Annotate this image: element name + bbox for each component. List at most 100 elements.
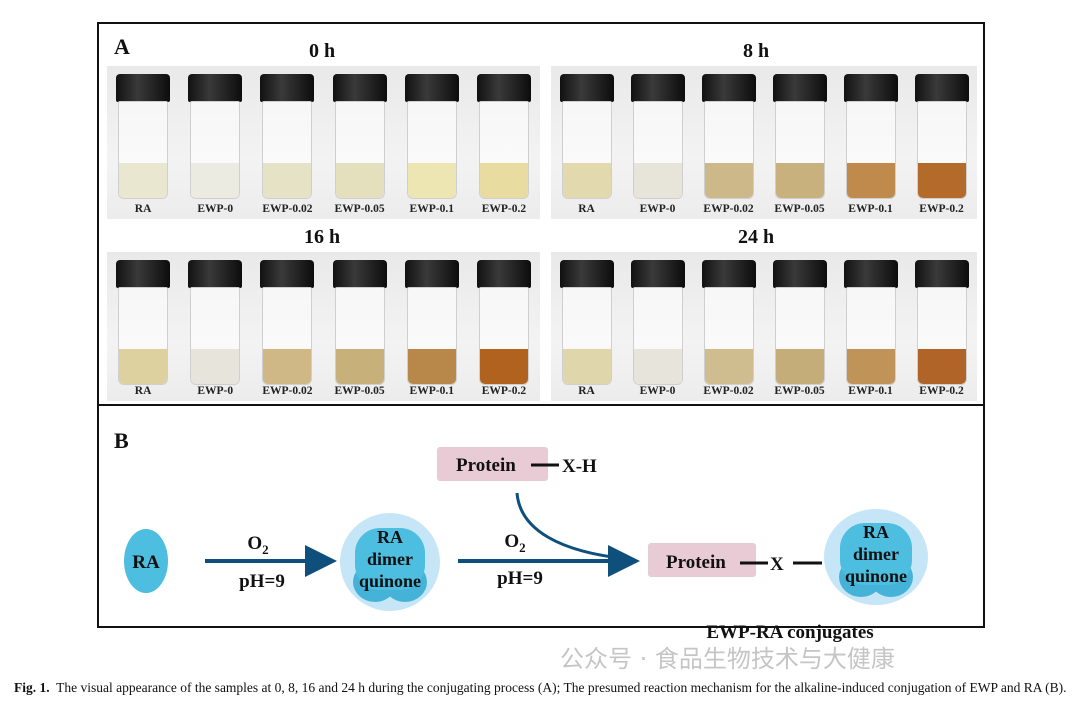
vial-label: EWP-0.1 <box>409 203 454 215</box>
vial-liquid <box>775 163 824 198</box>
dimer-line-3: quinone <box>359 571 421 591</box>
vial-glass <box>190 287 241 385</box>
vial-glass <box>118 101 169 199</box>
photo-8h: RA EWP-0 EWP-0.02 EWP-0.05 EWP-0.1 EWP-0.2 <box>551 66 977 219</box>
vial-liquid <box>479 163 528 198</box>
vial-cap <box>701 260 756 288</box>
vial-label: EWP-0.2 <box>919 385 964 397</box>
product-dimer-molecule <box>840 523 912 585</box>
vial-glass <box>334 287 385 385</box>
vial-glass <box>632 287 683 385</box>
protein-product-label: Protein <box>666 552 726 573</box>
vial-liquid <box>562 163 611 198</box>
vial <box>404 74 459 202</box>
arrow1-ph: pH=9 <box>239 571 285 592</box>
vial <box>559 260 614 388</box>
arrow1-o2: O2 <box>247 533 268 557</box>
product-dimer-line-2: dimer <box>853 544 899 564</box>
vial-liquid <box>335 163 384 198</box>
ra-molecule <box>124 529 168 593</box>
vial <box>772 260 827 388</box>
ra-label: RA <box>132 552 160 573</box>
vial-liquid <box>633 163 682 198</box>
vial-cap <box>332 74 387 102</box>
vial-liquid <box>335 349 384 384</box>
panel-divider <box>97 404 985 406</box>
vial-cap <box>476 260 531 288</box>
photo-16h: RA EWP-0 EWP-0.02 EWP-0.05 EWP-0.1 EWP-0.2 <box>107 252 540 401</box>
vial-cap <box>332 260 387 288</box>
vial-cap <box>476 74 531 102</box>
vial-liquid <box>704 163 753 198</box>
figure-frame <box>97 22 985 628</box>
vial-liquid <box>119 163 168 198</box>
vial <box>260 260 315 388</box>
vial-glass <box>845 101 896 199</box>
vial-liquid <box>633 349 682 384</box>
vial <box>559 74 614 202</box>
vial-label: RA <box>134 203 152 215</box>
product-dimer-line-1: RA <box>863 522 889 542</box>
panel-title-16h: 16 h <box>303 226 341 248</box>
dimer-quinone-molecule <box>355 528 425 590</box>
vial-label: EWP-0.2 <box>919 203 964 215</box>
vial <box>914 74 969 202</box>
vial-liquid <box>191 163 240 198</box>
vial-cap <box>914 260 969 288</box>
vial-cap <box>843 260 898 288</box>
vial <box>772 74 827 202</box>
vial-glass <box>703 101 754 199</box>
product-dimer-line-3: quinone <box>845 566 907 586</box>
caption-label: Fig. 1. <box>14 680 50 695</box>
vial <box>116 260 171 388</box>
vial-label: EWP-0.1 <box>848 385 893 397</box>
photo-0h: RA EWP-0 EWP-0.02 EWP-0.05 EWP-0.1 EWP-0.2 <box>107 66 540 219</box>
vial <box>701 74 756 202</box>
vial-cap <box>116 74 171 102</box>
panel-title-8h: 8 h <box>742 40 770 62</box>
vial-label: EWP-0.05 <box>334 203 385 215</box>
vial-label: EWP-0 <box>639 203 676 215</box>
vial-liquid <box>775 349 824 384</box>
vial-glass <box>916 287 967 385</box>
vial <box>476 74 531 202</box>
vial-glass <box>916 101 967 199</box>
vial-liquid <box>119 349 168 384</box>
vial-label: EWP-0.02 <box>703 203 754 215</box>
vial <box>260 74 315 202</box>
vial-label: RA <box>578 385 595 397</box>
vial-glass <box>190 101 241 199</box>
vial-cap <box>260 260 315 288</box>
vial-cap <box>772 260 827 288</box>
figure-caption: Fig. 1. The visual appearance of the sam… <box>14 678 1074 697</box>
vial-liquid <box>846 163 895 198</box>
vial <box>843 74 898 202</box>
vial-glass <box>118 287 169 385</box>
vial-cap <box>404 74 459 102</box>
vial-liquid <box>263 163 312 198</box>
vial-glass <box>406 101 457 199</box>
vial-glass <box>774 287 825 385</box>
vial-glass <box>262 287 313 385</box>
protein-reactant-label: Protein <box>456 455 516 476</box>
vial-cap <box>116 260 171 288</box>
vial <box>188 74 243 202</box>
vial-cap <box>914 74 969 102</box>
vial-cap <box>404 260 459 288</box>
vial-glass <box>561 287 612 385</box>
vial-glass <box>632 101 683 199</box>
vial-cap <box>559 260 614 288</box>
photo-24h: RA EWP-0 EWP-0.02 EWP-0.05 EWP-0.1 EWP-0.2 <box>551 252 977 401</box>
vial-glass <box>703 287 754 385</box>
vial-glass <box>774 101 825 199</box>
dimer-line-1: RA <box>377 527 403 547</box>
vial-glass <box>561 101 612 199</box>
protein-product-box <box>648 543 756 577</box>
vial-liquid <box>263 349 312 384</box>
dimer-line-2: dimer <box>367 549 413 569</box>
panel-b-letter: B <box>114 428 129 453</box>
watermark: 公众号 · 食品生物技术与大健康 <box>560 645 895 673</box>
vial-glass <box>478 101 529 199</box>
vial <box>843 260 898 388</box>
vial-label: RA <box>578 203 595 215</box>
